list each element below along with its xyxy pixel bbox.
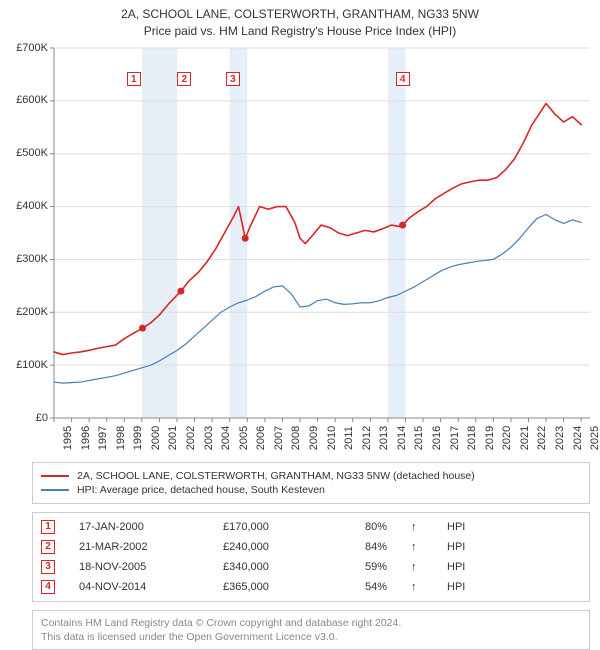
arrow-up-icon: ↑ [411,541,423,553]
sale-pct: 54% [337,581,387,593]
title-line-2: Price paid vs. HM Land Registry's House … [0,23,600,40]
x-tick-label: 2024 [566,425,584,449]
title-block: 2A, SCHOOL LANE, COLSTERWORTH, GRANTHAM,… [0,0,600,40]
sale-row: 2 21-MAR-2002 £240,000 84% ↑ HPI [41,537,581,557]
x-tick-label: 1997 [91,425,109,449]
x-tick-label: 2020 [496,425,514,449]
x-tick-label: 2004 [214,425,232,449]
sale-marker-number: 2 [41,540,55,554]
sale-date: 17-JAN-2000 [79,521,199,533]
y-tick-label: £200K [16,306,54,318]
x-tick-label: 2014 [390,425,408,449]
sale-hpi-label: HPI [447,521,465,533]
footer-line-2: This data is licensed under the Open Gov… [41,630,581,644]
sale-hpi-label: HPI [447,581,465,593]
x-tick-label: 2022 [531,425,549,449]
sale-price: £170,000 [223,521,313,533]
x-tick-label: 2025 [583,425,600,449]
arrow-up-icon: ↑ [411,561,423,573]
x-tick-label: 1996 [74,425,92,449]
x-tick-label: 2013 [373,425,391,449]
legend-item: HPI: Average price, detached house, Sout… [41,483,581,497]
sale-date: 21-MAR-2002 [79,541,199,553]
sale-row: 3 18-NOV-2005 £340,000 59% ↑ HPI [41,557,581,577]
sale-row: 1 17-JAN-2000 £170,000 80% ↑ HPI [41,517,581,537]
y-tick-label: £400K [16,200,54,212]
x-tick-label: 1999 [127,425,145,449]
legend-label: 2A, SCHOOL LANE, COLSTERWORTH, GRANTHAM,… [77,470,475,482]
x-tick-label: 2001 [162,425,180,449]
sale-marker-number: 1 [41,520,55,534]
sale-pct: 80% [337,521,387,533]
arrow-up-icon: ↑ [411,581,423,593]
sale-price: £340,000 [223,561,313,573]
sale-marker-box: 2 [177,72,191,86]
y-tick-label: £0 [36,412,54,424]
legend: 2A, SCHOOL LANE, COLSTERWORTH, GRANTHAM,… [32,462,590,504]
sale-marker-number: 3 [41,560,55,574]
sale-pct: 59% [337,561,387,573]
chart-area: £0£100K£200K£300K£400K£500K£600K£700K 19… [54,48,590,418]
sale-marker-box: 3 [226,72,240,86]
y-tick-label: £600K [16,94,54,106]
x-tick-label: 2015 [408,425,426,449]
sales-table: 1 17-JAN-2000 £170,000 80% ↑ HPI 2 21-MAR-2002 £… [32,512,590,602]
x-tick-label: 2017 [443,425,461,449]
sale-marker-number: 4 [41,580,55,594]
sale-pct: 84% [337,541,387,553]
x-tick-label: 2003 [197,425,215,449]
y-tick-label: £100K [16,359,54,371]
x-tick-label: 2023 [548,425,566,449]
y-tick-label: £300K [16,253,54,265]
footer-line-1: Contains HM Land Registry data © Crown c… [41,616,581,630]
footer: Contains HM Land Registry data © Crown c… [32,610,590,650]
x-tick-label: 2000 [144,425,162,449]
sale-marker-box: 1 [127,72,141,86]
sale-row: 4 04-NOV-2014 £365,000 54% ↑ HPI [41,577,581,597]
x-tick-label: 1998 [109,425,127,449]
x-tick-label: 2012 [355,425,373,449]
x-tick-label: 2010 [320,425,338,449]
sale-hpi-label: HPI [447,561,465,573]
legend-item: 2A, SCHOOL LANE, COLSTERWORTH, GRANTHAM,… [41,469,581,483]
legend-swatch [41,475,69,477]
legend-label: HPI: Average price, detached house, Sout… [77,484,325,496]
arrow-up-icon: ↑ [411,521,423,533]
sale-date: 04-NOV-2014 [79,581,199,593]
x-tick-label: 2016 [425,425,443,449]
x-tick-label: 2018 [460,425,478,449]
x-tick-label: 2006 [250,425,268,449]
x-tick-label: 2005 [232,425,250,449]
sale-marker-box: 4 [396,72,410,86]
plot-svg [54,48,590,418]
sale-price: £365,000 [223,581,313,593]
sale-hpi-label: HPI [447,541,465,553]
x-tick-label: 2019 [478,425,496,449]
sale-price: £240,000 [223,541,313,553]
legend-swatch [41,489,69,491]
x-tick-label: 1995 [56,425,74,449]
y-tick-label: £700K [16,42,54,54]
x-tick-label: 2009 [302,425,320,449]
chart-container: 2A, SCHOOL LANE, COLSTERWORTH, GRANTHAM,… [0,0,600,620]
sale-date: 18-NOV-2005 [79,561,199,573]
y-tick-label: £500K [16,147,54,159]
title-line-1: 2A, SCHOOL LANE, COLSTERWORTH, GRANTHAM,… [0,6,600,23]
x-tick-label: 2011 [337,426,355,450]
x-tick-label: 2008 [285,425,303,449]
x-tick-label: 2021 [513,425,531,449]
x-tick-label: 2002 [179,425,197,449]
x-tick-label: 2007 [267,425,285,449]
